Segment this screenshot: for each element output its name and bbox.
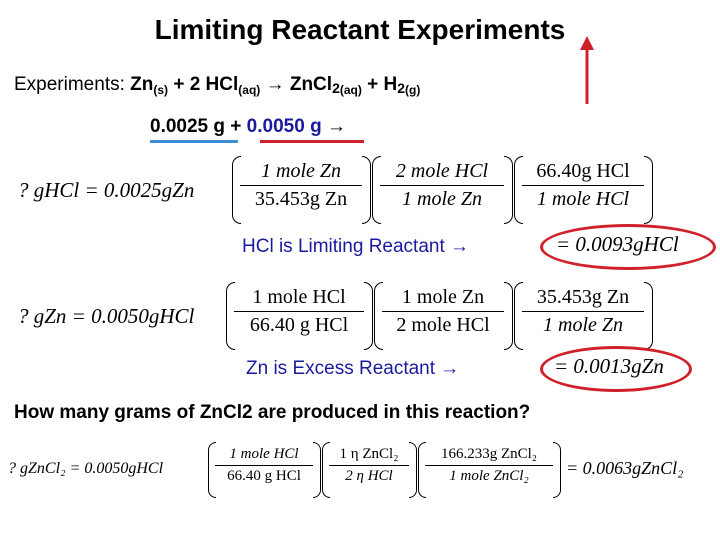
calc2-factor3: 35.453g Zn 1 mole Zn: [522, 286, 644, 337]
hcl-mass: 0.0050 g: [246, 116, 322, 137]
zn-mass: 0.0025 g: [150, 116, 225, 137]
calc1-lhs: ? gHCl = 0.0025gZn: [18, 178, 195, 202]
excess-reactant-note: Zn is Excess Reactant →: [246, 358, 460, 379]
calc1-factor1: 1 mole Zn 35.453g Zn: [240, 160, 362, 211]
h2-product: + H: [367, 74, 398, 95]
calc2-factor1: 1 mole HCl 66.40 g HCl: [234, 286, 364, 337]
experiments-label: Experiments:: [14, 74, 125, 95]
zn-reactant: Zn: [130, 74, 154, 95]
question-text: How many grams of ZnCl2 are produced in …: [14, 402, 531, 423]
zn-state: (s): [153, 83, 169, 97]
result2-circle: [540, 346, 692, 392]
calc1-factor3: 66.40g HCl 1 mole HCl: [522, 160, 644, 211]
calc2-result: = 0.0013gZn: [554, 354, 664, 378]
hcl-mass-underline: [260, 140, 364, 143]
zncl2-product: ZnCl: [289, 74, 333, 95]
hcl-state: (aq): [238, 83, 261, 97]
calc2-lhs: ? gZn = 0.0050gHCl: [18, 304, 195, 328]
reaction-equation: Experiments: Zn(s) + 2 HCl(aq) → ZnCl2(a…: [14, 74, 421, 97]
calc3-lhs: ? gZnCl₂ = 0.0050gHCl: [8, 460, 164, 477]
result1-circle: [540, 224, 716, 270]
calc3-factor1: 1 mole HCl 66.40 g HCl: [215, 446, 313, 485]
calc3-factor3: 166.233g ZnCl₂ 1 mole ZnCl₂: [425, 446, 553, 485]
mass-arrow-icon: →: [326, 116, 346, 137]
page-title: Limiting Reactant Experiments: [154, 14, 566, 45]
calc2-factor2: 1 mole Zn 2 mole HCl: [382, 286, 504, 337]
mass-line: 0.0025 g + 0.0050 g →: [150, 116, 346, 137]
calc1-factor2: 2 mole HCl 1 mole Zn: [380, 160, 504, 211]
hcl-reactant: + 2 HCl: [173, 74, 239, 95]
limiting-reactant-note: HCl is Limiting Reactant →: [242, 236, 470, 257]
calc3-result: = 0.0063gZnCl₂: [566, 458, 684, 478]
zn-mass-underline: [150, 140, 238, 143]
calc1-result: = 0.0093gHCl: [556, 232, 679, 256]
gas-up-arrow-icon: [580, 36, 594, 104]
calc3-factor2: 1 η ZnCl₂ 2 η HCl: [329, 446, 409, 485]
reaction-arrow-icon: →: [265, 74, 285, 95]
